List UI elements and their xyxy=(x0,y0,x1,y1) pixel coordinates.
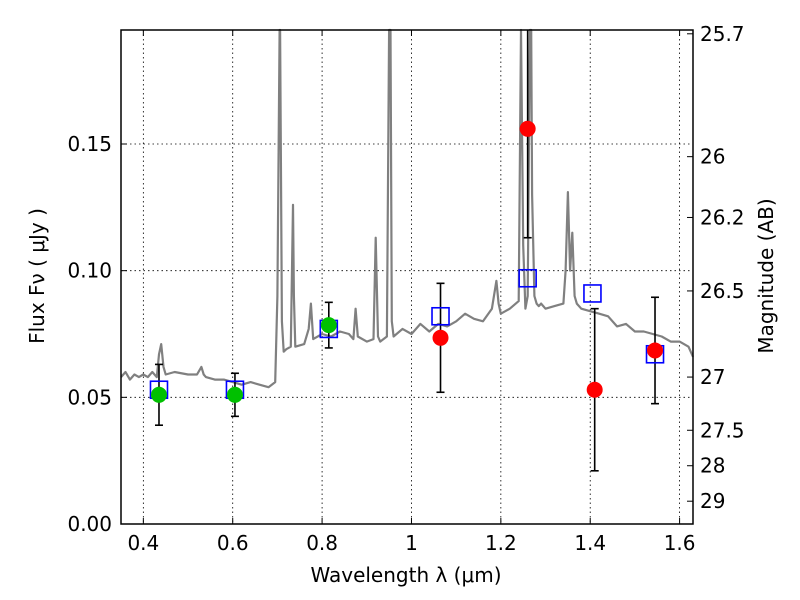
model-photometry-square xyxy=(583,284,602,303)
mag-tick-label: 26.2 xyxy=(700,205,745,229)
y-tick-label: 0.05 xyxy=(67,385,112,409)
x-tick-label: 0.4 xyxy=(127,531,159,555)
mag-tick-label: 29 xyxy=(700,489,725,513)
x-axis-label: Wavelength λ (μm) xyxy=(310,563,501,587)
x-tick-label: 1 xyxy=(405,531,418,555)
green-data-point xyxy=(320,317,337,334)
x-tick-label: 0.8 xyxy=(306,531,338,555)
mag-tick-label: 27.5 xyxy=(700,418,745,442)
y-tick-label: 0.10 xyxy=(67,259,112,283)
x-tick-label: 1.2 xyxy=(485,531,517,555)
spectrum xyxy=(120,28,695,389)
x-tick-label: 1.4 xyxy=(574,531,606,555)
y-axis-label: Flux Fν ( μJy ) xyxy=(25,208,49,344)
y-tick-label: 0.15 xyxy=(67,132,112,156)
green-data-point xyxy=(226,386,243,403)
model-photometry-square xyxy=(431,306,450,326)
red-data-point xyxy=(586,381,603,398)
model-photometry-square xyxy=(518,268,537,288)
mag-tick-label: 25.7 xyxy=(700,22,745,46)
grid xyxy=(121,30,693,524)
y2-axis-label: Magnitude (AB) xyxy=(754,198,778,353)
ticks: 0.4 0.6 0.8 1 1.2 1.4 1.6 0.00 0.05 0.10 0.15 25.7 2… xyxy=(67,22,744,555)
mag-tick-label: 26.5 xyxy=(700,279,745,303)
mag-tick-label: 27 xyxy=(700,365,725,389)
green-data-point xyxy=(150,386,167,403)
x-tick-label: 0.6 xyxy=(217,531,249,555)
red-data-point xyxy=(432,329,449,346)
red-data-point xyxy=(519,120,536,137)
red-data-point xyxy=(647,342,664,359)
x-tick-label: 1.6 xyxy=(664,531,696,555)
markers xyxy=(149,120,665,403)
mag-tick-label: 28 xyxy=(700,454,725,478)
spectrum-line xyxy=(120,28,695,389)
mag-tick-label: 26 xyxy=(700,145,725,169)
plot-frame xyxy=(120,29,694,525)
y-tick-label: 0.00 xyxy=(67,512,112,536)
